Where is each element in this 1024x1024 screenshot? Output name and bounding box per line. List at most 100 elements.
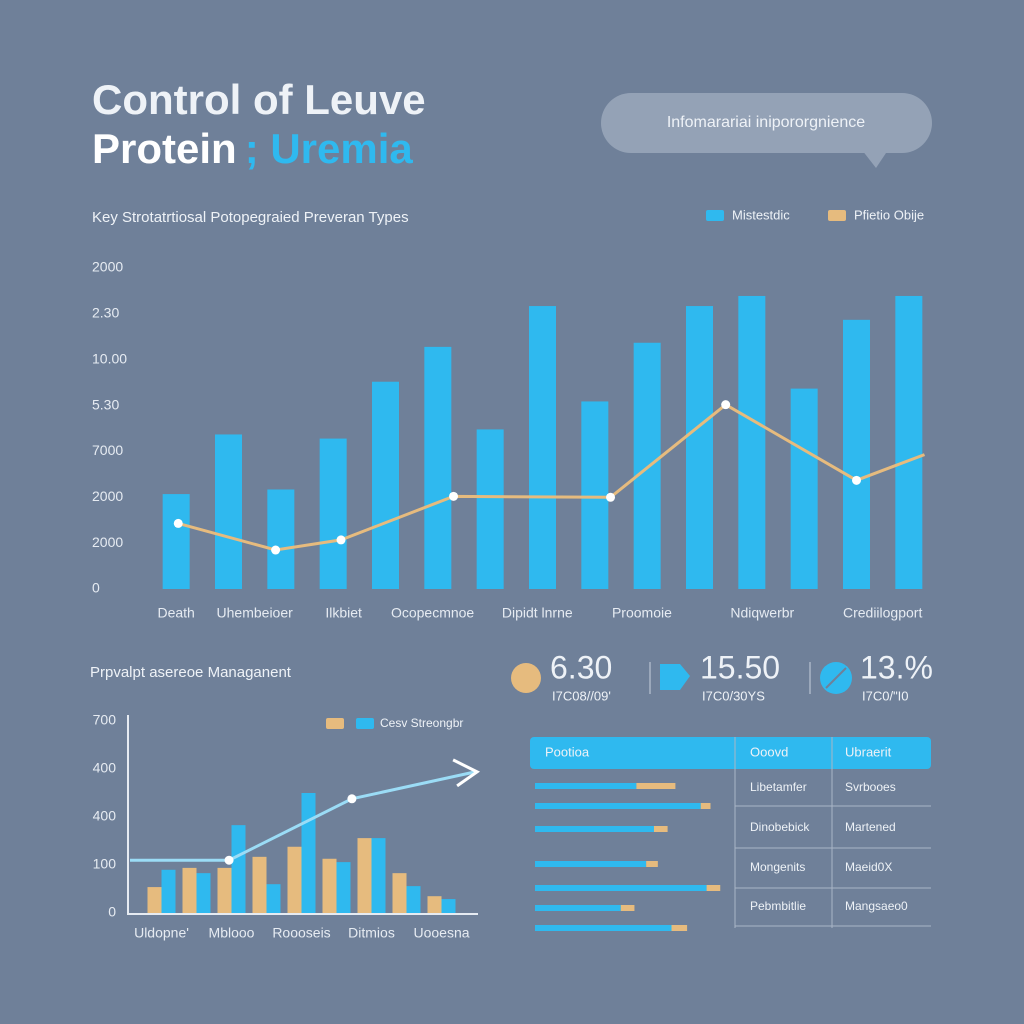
line-point — [347, 794, 357, 804]
legend-label: Cesv Streongbr — [380, 716, 463, 730]
chart-title: Key Strotatrtiosal Potopegraied Preveran… — [92, 209, 409, 226]
bar — [182, 867, 197, 913]
x-tick-label: Mblooo — [209, 925, 255, 941]
x-tick-label: Roooseis — [272, 925, 330, 941]
kpi-sub: I7C0/30YS — [702, 688, 765, 703]
bar — [441, 899, 456, 913]
bar — [476, 429, 504, 589]
bar — [424, 346, 452, 589]
title-line2: Protein; Uremia — [92, 125, 413, 172]
bar — [406, 886, 421, 913]
table-cell: Maeid0X — [845, 860, 892, 874]
kpi-value: 13.% — [860, 649, 933, 685]
line-point — [336, 535, 346, 545]
bar — [790, 388, 818, 589]
y-tick-label: 0 — [92, 580, 100, 596]
table-bar — [535, 803, 701, 809]
bar — [161, 869, 176, 913]
table-bar — [535, 905, 621, 911]
y-tick-label: 5.30 — [92, 396, 119, 412]
line-point — [271, 545, 281, 555]
bar — [322, 858, 337, 913]
legend-swatch — [326, 718, 344, 729]
bar — [686, 306, 713, 589]
table-bar — [535, 885, 707, 891]
line — [130, 770, 476, 862]
x-tick-label: Ocopecmnoe — [391, 605, 474, 621]
table-cell: Mongenits — [750, 860, 805, 874]
line-point — [173, 518, 183, 528]
y-tick-label: 2000 — [92, 488, 123, 504]
legend-swatch — [828, 210, 846, 221]
bar — [266, 884, 281, 913]
kpi-sub: I7C08//09' — [552, 688, 611, 703]
title-line1: Control of Leuve — [92, 76, 426, 123]
line — [177, 402, 926, 552]
x-tick-label: Uooesna — [413, 925, 469, 941]
x-tick-label: Ndiqwerbr — [730, 605, 794, 621]
table-bar — [636, 783, 676, 789]
table-cell: Dinobebick — [750, 820, 810, 834]
arrow-head — [452, 758, 481, 788]
y-tick-label: 400 — [93, 760, 117, 776]
table-cell: Svrbooes — [845, 780, 896, 794]
x-tick-label: Proomoie — [612, 605, 672, 621]
y-tick-label: 700 — [93, 712, 117, 728]
legend-swatch — [356, 718, 374, 729]
bar — [372, 381, 399, 589]
speech-bubble: Infomarariai inipororgnience — [601, 93, 932, 168]
bar — [301, 793, 316, 913]
bar — [843, 319, 870, 589]
line-point — [852, 475, 861, 485]
x-tick-label: Dipidt lnrne — [502, 605, 573, 621]
legend-label: Mistestdic — [732, 207, 790, 222]
kpi-value: 6.30 — [550, 649, 612, 685]
x-tick-label: Uldopne' — [134, 925, 189, 941]
table-cell: Mangsaeo0 — [845, 899, 908, 913]
bar — [196, 873, 211, 913]
y-tick-label: 100 — [93, 856, 117, 872]
title-part-blue: ; Uremia — [245, 125, 414, 172]
y-tick-label: 0 — [108, 904, 116, 920]
kpi-sub: I7C0/"I0 — [862, 688, 909, 703]
bar — [633, 342, 661, 589]
table-bar — [706, 885, 721, 891]
bubble-shape — [601, 93, 932, 153]
table-bar — [671, 925, 688, 931]
x-tick-label: Death — [157, 605, 194, 621]
kpi-value: 15.50 — [700, 649, 780, 685]
y-tick-label: 10.00 — [92, 350, 127, 366]
line-point — [721, 400, 731, 410]
bar — [529, 306, 556, 589]
legend-swatch — [706, 210, 724, 221]
bar — [581, 401, 609, 589]
bar — [231, 825, 246, 913]
x-tick-label: Ditmios — [348, 925, 395, 941]
bar — [738, 295, 766, 589]
table-cell: Libetamfer — [750, 780, 807, 794]
bar — [895, 295, 923, 589]
table-bar — [535, 861, 647, 867]
bubble-text: Infomarariai inipororgnience — [667, 114, 865, 131]
bar — [215, 434, 242, 589]
bar — [162, 494, 190, 589]
table-bar — [653, 826, 668, 832]
bar — [336, 862, 351, 913]
table-header — [530, 737, 931, 769]
bar — [427, 896, 442, 913]
bar — [287, 846, 302, 913]
y-tick-label: 2.30 — [92, 305, 119, 321]
table-bar — [535, 826, 654, 832]
kpi-icon-slice — [825, 667, 847, 689]
table-bar — [620, 905, 635, 911]
line-point — [224, 855, 234, 865]
table-header-text: Pootioa — [545, 744, 590, 759]
chart-title: Prpvalpt asereoe Managanent — [90, 664, 292, 681]
y-tick-label: 2000 — [92, 259, 123, 275]
bubble-tail — [862, 150, 888, 168]
bar — [392, 873, 407, 913]
bar — [267, 489, 295, 589]
bar — [217, 867, 232, 913]
line-point — [449, 491, 459, 501]
